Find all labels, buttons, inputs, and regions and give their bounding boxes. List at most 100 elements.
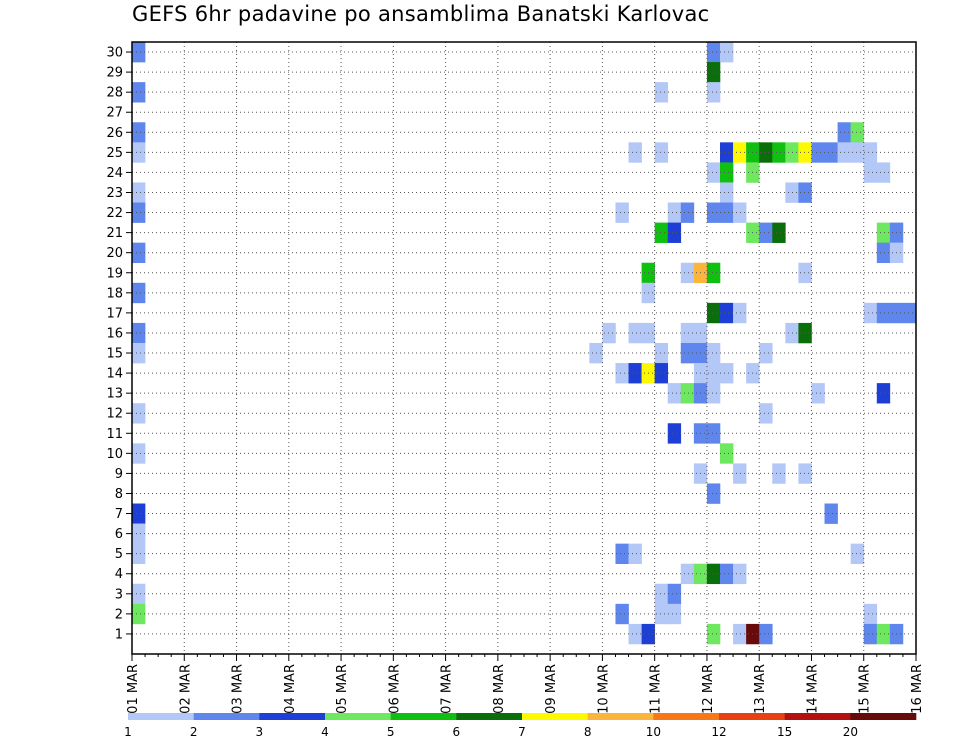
y-tick-label: 27 — [106, 106, 123, 121]
heatmap-cell — [654, 342, 669, 364]
heatmap-cell — [706, 342, 721, 364]
heatmap-cell — [720, 162, 734, 183]
heatmap-cell — [720, 142, 734, 163]
y-tick-label: 29 — [106, 66, 123, 81]
y-tick-label: 25 — [106, 146, 123, 161]
heatmap-cell — [628, 543, 642, 565]
colorbar-segment — [456, 713, 523, 720]
x-tick-label: 14 MAR — [805, 664, 820, 714]
heatmap-cell — [706, 262, 721, 284]
heatmap-cell — [680, 262, 695, 284]
heatmap-cell — [132, 322, 146, 344]
heatmap-cell — [720, 363, 734, 384]
plot-frame — [131, 41, 917, 655]
colorbar-segment — [390, 713, 457, 720]
heatmap-cell — [824, 142, 838, 163]
colorbar-label: 7 — [518, 725, 526, 739]
y-tick-label: 5 — [115, 547, 123, 562]
x-tick-label: 10 MAR — [596, 664, 611, 714]
heatmap-cell — [720, 563, 734, 585]
heatmap-cell — [628, 363, 642, 384]
y-tick-label: 15 — [106, 347, 123, 362]
heatmap-cell — [720, 182, 734, 203]
colorbar-label: 15 — [777, 725, 792, 739]
x-tick-label: 13 MAR — [753, 664, 768, 714]
heatmap-cell — [759, 403, 773, 424]
heatmap-cell — [850, 122, 865, 143]
y-tick-label: 13 — [106, 387, 123, 402]
heatmap-cell — [706, 302, 721, 324]
x-tick-label: 15 MAR — [858, 664, 873, 714]
heatmap-cell — [615, 363, 629, 384]
heatmap-cell — [863, 603, 878, 625]
heatmap-cell — [132, 523, 146, 544]
heatmap-cell — [772, 463, 786, 484]
colorbar-segment — [784, 713, 851, 720]
colorbar-label: 1 — [124, 725, 132, 739]
y-tick-label: 11 — [106, 427, 123, 442]
heatmap-cell — [706, 202, 721, 223]
heatmap-cell — [654, 222, 669, 243]
y-tick-label: 23 — [106, 186, 123, 201]
heatmap-cell — [798, 142, 812, 163]
heatmap-cell — [680, 342, 695, 364]
heatmap-cell — [132, 282, 146, 304]
colorbar-segment — [653, 713, 720, 720]
colorbar-label: 20 — [843, 725, 858, 739]
x-tick-label: 12 MAR — [701, 664, 716, 714]
colorbar-label: 6 — [453, 725, 461, 739]
heatmap-cell — [876, 623, 891, 645]
heatmap-cell — [706, 483, 721, 504]
heatmap-cell — [706, 62, 721, 83]
heatmap-cell — [759, 222, 773, 243]
heatmap-cell — [667, 603, 682, 625]
heatmap-cell — [667, 423, 682, 444]
heatmap-cell — [628, 623, 642, 645]
x-tick-label: 08 MAR — [492, 664, 507, 714]
heatmap-cell — [798, 322, 812, 344]
heatmap-cell — [876, 383, 891, 404]
heatmap-cell — [132, 543, 146, 565]
y-tick-label: 3 — [115, 587, 123, 602]
heatmap-cell — [759, 623, 773, 645]
heatmap-cell — [132, 603, 146, 625]
heatmap-cell — [733, 302, 747, 324]
heatmap-cell — [733, 463, 747, 484]
heatmap-cell — [667, 583, 682, 605]
heatmap-cell — [863, 162, 878, 183]
colorbar-label: 12 — [711, 725, 726, 739]
heatmap-cell — [733, 142, 747, 163]
heatmap-cell — [706, 363, 721, 384]
heatmap-cell — [876, 222, 891, 243]
heatmap-cell — [733, 202, 747, 223]
heatmap-cell — [706, 563, 721, 585]
heatmap-cell — [132, 403, 146, 424]
heatmap-cell — [132, 342, 146, 364]
heatmap-cell — [850, 543, 865, 565]
heatmap-cell — [706, 42, 721, 63]
heatmap-cell — [706, 383, 721, 404]
heatmap-cell — [706, 423, 721, 444]
y-tick-label: 17 — [106, 306, 123, 321]
heatmap-cell — [667, 202, 682, 223]
y-tick-label: 24 — [106, 166, 123, 181]
heatmap-cell — [615, 603, 629, 625]
heatmap-cell — [615, 202, 629, 223]
x-tick-label: 06 MAR — [387, 664, 402, 714]
x-tick-label: 03 MAR — [231, 664, 246, 714]
heatmap-cell — [132, 142, 146, 163]
colorbar-segment — [719, 713, 785, 720]
heatmap-cell — [733, 623, 747, 645]
heatmap-cell — [720, 202, 734, 223]
colorbar-label: 3 — [256, 725, 264, 739]
y-tick-label: 8 — [115, 487, 123, 502]
y-tick-label: 19 — [106, 266, 123, 281]
heatmap-cell — [720, 443, 734, 464]
heatmap-cell — [733, 563, 747, 585]
colorbar-segment — [850, 713, 917, 720]
heatmap-cell — [863, 623, 878, 645]
heatmap-cell — [876, 242, 891, 264]
colorbar-segment — [587, 713, 654, 720]
heatmap-cell — [706, 623, 721, 645]
